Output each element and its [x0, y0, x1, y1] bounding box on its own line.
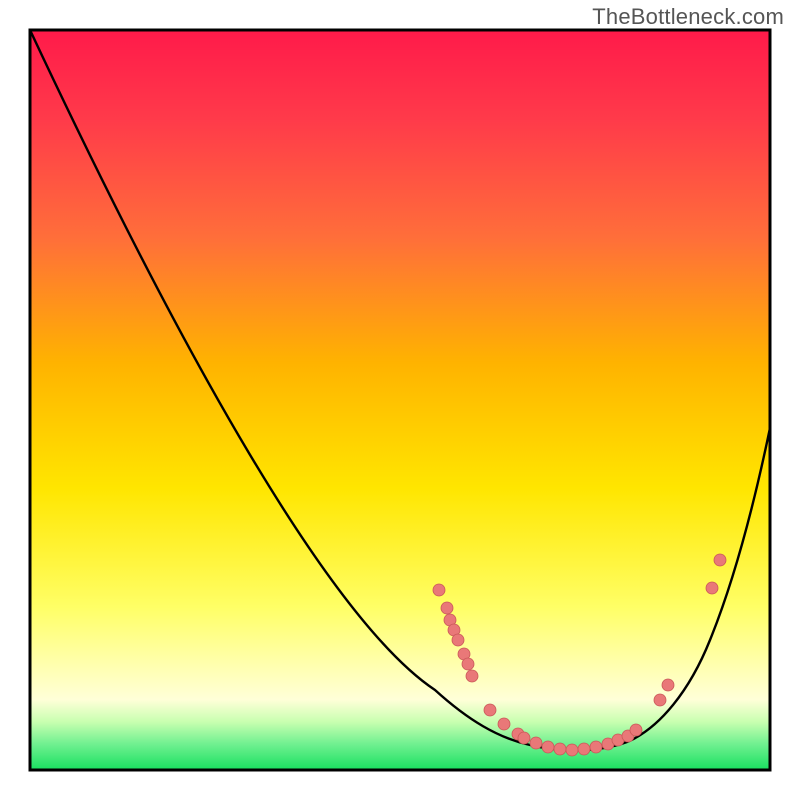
data-point [452, 634, 464, 646]
data-point [518, 732, 530, 744]
bottleneck-curve-chart [0, 0, 800, 800]
data-point [466, 670, 478, 682]
watermark-text: TheBottleneck.com [592, 4, 784, 30]
data-point [578, 743, 590, 755]
data-point [484, 704, 496, 716]
data-point [433, 584, 445, 596]
data-point [662, 679, 674, 691]
data-point [542, 741, 554, 753]
data-point [462, 658, 474, 670]
data-point [441, 602, 453, 614]
data-point [714, 554, 726, 566]
data-point [590, 741, 602, 753]
data-point [498, 718, 510, 730]
data-point [706, 582, 718, 594]
data-point [530, 737, 542, 749]
data-point [566, 744, 578, 756]
plot-background [30, 30, 770, 770]
chart-container: TheBottleneck.com [0, 0, 800, 800]
data-point [554, 743, 566, 755]
data-point [630, 724, 642, 736]
data-point [654, 694, 666, 706]
